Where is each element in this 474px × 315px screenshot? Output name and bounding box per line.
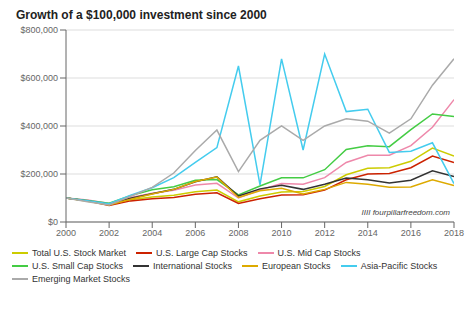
svg-text:2012: 2012 [315,228,335,238]
html-text:U.S. Mid Cap Stocks: U.S. Mid Cap Stocks [277,248,361,258]
svg-text:2006: 2006 [185,228,205,238]
svg-text:$400,000: $400,000 [20,121,58,131]
html-text:Growth of a $100,000 investmen: Growth of a $100,000 investment since 20… [16,8,267,22]
html-text:Emerging Market Stocks: Emerging Market Stocks [32,274,130,284]
svg-text:2002: 2002 [99,228,119,238]
html-text:U.S. Small Cap Stocks: U.S. Small Cap Stocks [32,261,123,271]
svg-text:$200,000: $200,000 [20,169,58,179]
svg-text:$0: $0 [48,217,58,227]
svg-text:$800,000: $800,000 [20,25,58,35]
html-text:IIII fourpillarfreedom.com: IIII fourpillarfreedom.com [361,208,450,217]
svg-text:2014: 2014 [358,228,378,238]
svg-text:2018: 2018 [444,228,464,238]
svg-text:2016: 2016 [401,228,421,238]
svg-text:2008: 2008 [228,228,248,238]
html-text:European Stocks: European Stocks [262,261,331,271]
svg-text:$600,000: $600,000 [20,73,58,83]
html-text:International Stocks: International Stocks [153,261,233,271]
svg-text:2010: 2010 [272,228,292,238]
html-text:Total U.S. Stock Market: Total U.S. Stock Market [32,248,126,258]
svg-text:2000: 2000 [56,228,76,238]
html-text:Asia-Pacific Stocks: Asia-Pacific Stocks [360,261,438,271]
html-text:U.S. Large Cap Stocks: U.S. Large Cap Stocks [156,248,248,258]
svg-text:2004: 2004 [142,228,162,238]
